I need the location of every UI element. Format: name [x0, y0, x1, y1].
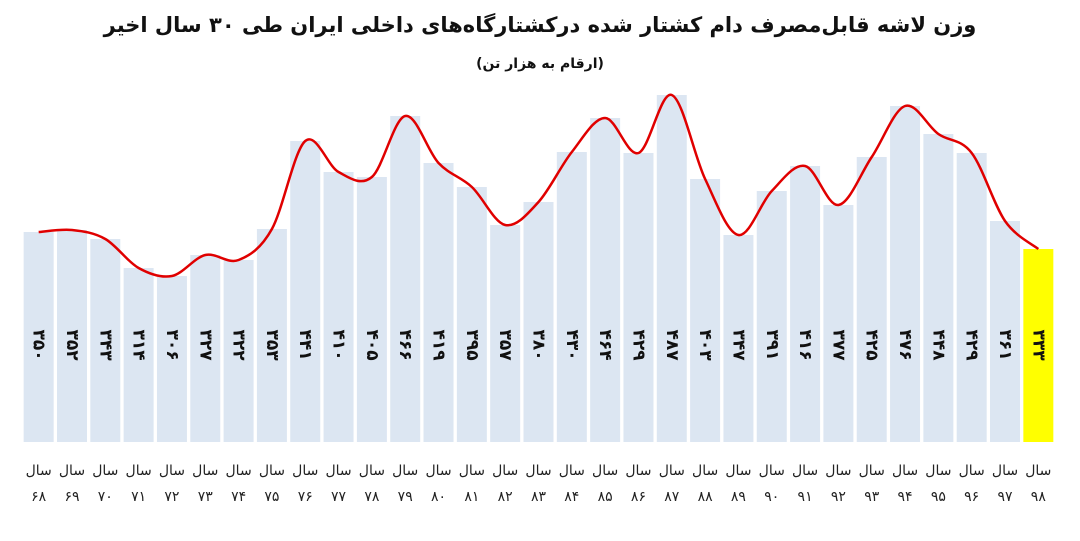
bar [690, 179, 721, 442]
bar [523, 202, 554, 442]
bar [956, 153, 987, 442]
value-label: ۴۴۱ [295, 329, 315, 360]
x-tick-label: سال ۸۸ [692, 463, 719, 505]
x-tick-label: سال ۷۹ [392, 463, 419, 505]
value-label: ۴۸۷ [662, 329, 682, 361]
x-tick-label: سال ۸۹ [725, 463, 752, 505]
bar [123, 268, 154, 442]
x-tick-label: سال ۹۷ [991, 463, 1019, 505]
value-label: ۳۲۷ [195, 329, 215, 361]
bar [223, 260, 254, 442]
bar [23, 232, 54, 442]
bar [823, 205, 854, 442]
x-tick-label: سال ۹۶ [958, 463, 985, 505]
bar [423, 163, 454, 442]
bar [756, 191, 787, 442]
value-label: ۳۵۳ [262, 329, 282, 361]
value-label: ۴۲۹ [962, 329, 982, 361]
x-tick-label: سال ۹۴ [891, 463, 919, 505]
x-tick-label: سال ۸۳ [525, 463, 552, 505]
bar [723, 235, 754, 442]
value-label: ۴۲۹ [628, 329, 648, 361]
value-label: ۴۴۸ [928, 329, 948, 361]
x-tick-label: سال ۸۲ [492, 463, 519, 505]
chart-subtitle: (ارقام به هزار تن) [476, 56, 604, 72]
x-tick-label: سال ۷۱ [125, 463, 152, 505]
value-label: ۳۶۱ [995, 329, 1015, 360]
bar [323, 172, 354, 442]
bar [56, 230, 87, 442]
x-tick-label: سال ۹۳ [858, 463, 885, 505]
value-label: ۴۲۵ [862, 329, 882, 360]
bar [190, 255, 221, 442]
bar [490, 225, 521, 442]
value-label: ۳۳۳ [1028, 329, 1048, 361]
x-tick-label: سال ۷۰ [92, 463, 119, 505]
x-tick-label: سال ۸۱ [458, 463, 485, 505]
x-tick-label: سال ۹۰ [758, 463, 785, 505]
x-tick-label: سال ۹۱ [791, 463, 819, 505]
bar [356, 177, 387, 442]
value-label: ۴۱۶ [795, 329, 815, 360]
bar [156, 276, 187, 442]
x-tick-label: سال ۷۳ [192, 463, 219, 505]
value-label: ۳۴۳ [95, 329, 115, 361]
bar [556, 152, 587, 442]
bar [1023, 249, 1054, 442]
value-label: ۴۰۳ [695, 329, 715, 361]
value-label: ۳۲۲ [229, 329, 249, 361]
x-tick-label: سال ۷۷ [325, 463, 352, 505]
x-tick-label: سال ۷۴ [225, 463, 252, 505]
bar [390, 116, 421, 442]
x-tick-label: سال ۸۶ [625, 463, 652, 505]
bar [656, 95, 687, 442]
value-label: ۳۵۲ [62, 329, 82, 361]
bar [923, 134, 954, 442]
value-label: ۴۶۶ [395, 329, 415, 360]
bar [790, 166, 821, 442]
trend-line [38, 93, 1040, 278]
value-label: ۴۷۶ [895, 329, 915, 360]
bar [456, 187, 487, 442]
value-label: ۳۷۷ [828, 329, 848, 361]
x-tick-label: سال ۶۹ [58, 463, 86, 505]
value-label: ۳۴۷ [728, 329, 748, 361]
value-label: ۳۰۶ [162, 329, 182, 360]
value-label: ۴۱۹ [429, 329, 449, 361]
x-tick-label: سال ۹۲ [825, 463, 852, 505]
bar [623, 153, 654, 442]
x-tick-label: سال ۷۲ [158, 463, 186, 505]
value-label: ۳۱۴ [129, 329, 149, 360]
x-tick-label: سال ۷۸ [358, 463, 385, 505]
value-label: ۴۳۰ [562, 329, 582, 360]
x-tick-label: سال ۸۷ [658, 463, 685, 505]
bar [990, 221, 1021, 442]
bar [256, 229, 287, 442]
x-tick-label: سال ۸۴ [558, 463, 585, 505]
value-label: ۳۹۵ [462, 329, 482, 360]
value-label: ۳۸۰ [529, 329, 549, 360]
bar [290, 141, 321, 442]
value-label: ۳۵۷ [495, 329, 515, 361]
x-tick-label: سال ۸۵ [592, 463, 619, 505]
value-label: ۴۰۵ [362, 329, 382, 360]
value-label: ۳۵۰ [29, 329, 49, 360]
x-tick-label: سال ۸۰ [425, 463, 452, 505]
x-tick-label: سال ۷۵ [258, 463, 285, 505]
bar [890, 106, 921, 442]
chart-title: وزن لاشه قابل‌مصرف دام کشتار شده درکشتار… [103, 12, 977, 37]
x-tick-label: سال ۶۸ [25, 463, 52, 505]
bar [90, 239, 121, 442]
x-tick-label: سال ۹۸ [1025, 463, 1052, 505]
value-label: ۴۶۴ [595, 329, 615, 360]
bar [856, 157, 887, 442]
value-label: ۳۹۱ [762, 329, 782, 360]
x-tick-label: سال ۷۶ [292, 463, 319, 505]
bar [590, 118, 621, 442]
value-label: ۴۱۰ [329, 329, 349, 360]
x-tick-label: سال ۹۵ [925, 463, 952, 505]
